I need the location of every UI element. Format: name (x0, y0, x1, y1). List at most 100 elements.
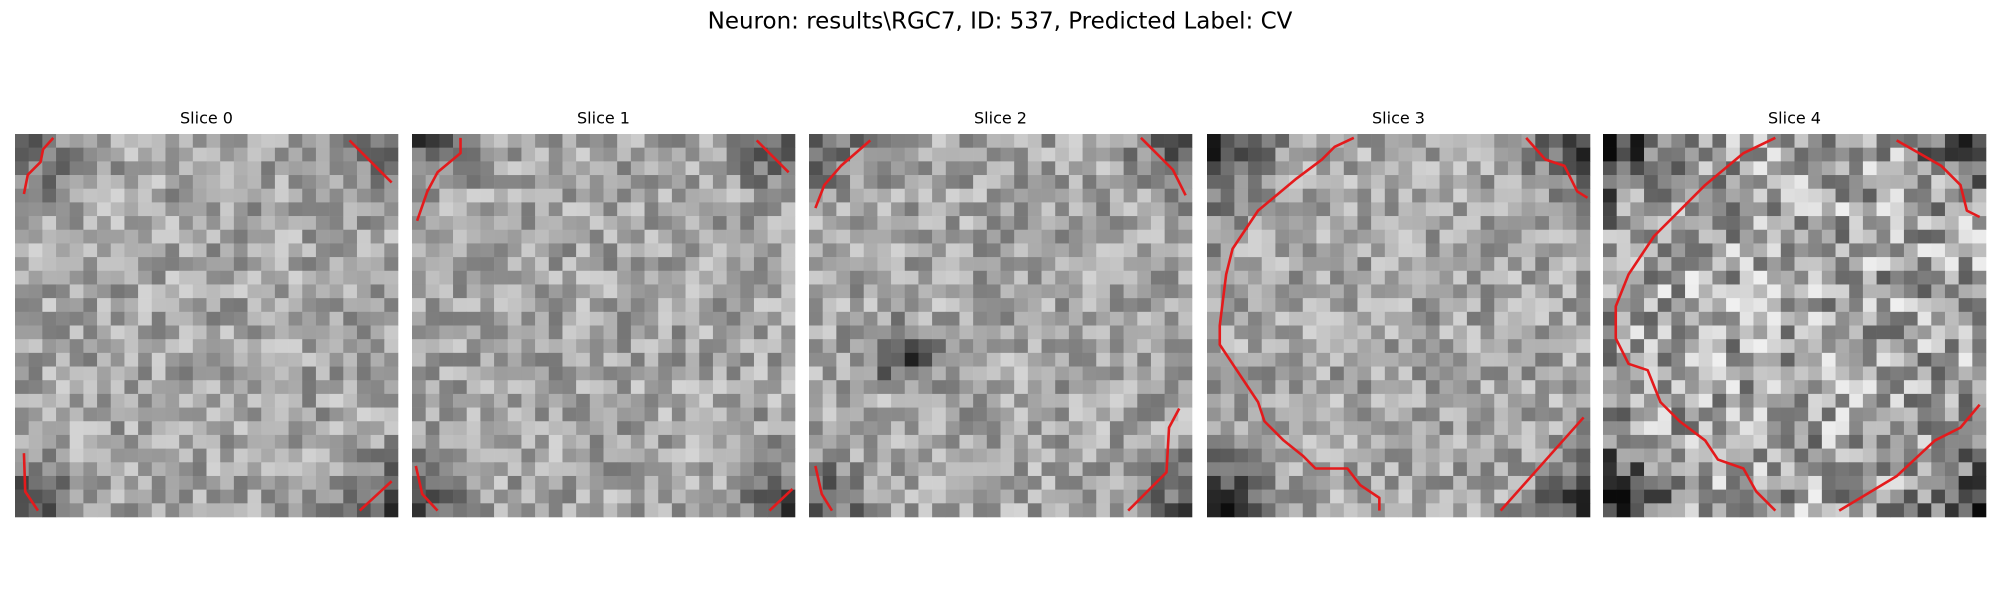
pixel (1521, 161, 1536, 176)
pixel (850, 489, 865, 504)
pixel (1150, 475, 1165, 490)
pixel (1480, 298, 1495, 313)
pixel (206, 462, 221, 477)
pixel (302, 147, 317, 162)
pixel (384, 298, 399, 313)
pixel (753, 380, 768, 395)
pixel (412, 352, 426, 367)
pixel (1096, 462, 1111, 477)
pixel (151, 202, 166, 217)
pixel (1234, 325, 1249, 340)
pixel (1671, 270, 1686, 285)
pixel (1425, 298, 1440, 313)
pixel (1289, 325, 1304, 340)
pixel (630, 175, 645, 190)
pixel (1671, 202, 1686, 217)
pixel (1480, 147, 1495, 162)
pixel (1027, 216, 1042, 231)
pixel (1330, 366, 1345, 381)
pixel (1109, 229, 1124, 244)
pixel (1821, 147, 1836, 162)
pixel (740, 325, 755, 340)
pixel (233, 462, 248, 477)
pixel (1644, 161, 1659, 176)
pixel (1248, 175, 1263, 190)
pixel (1890, 393, 1905, 408)
pixel (1726, 352, 1741, 367)
pixel (233, 229, 248, 244)
pixel (1603, 380, 1617, 395)
pixel (370, 257, 385, 272)
pixel (1890, 202, 1905, 217)
pixel (863, 352, 878, 367)
pixel (1068, 202, 1083, 217)
pixel (1862, 421, 1877, 436)
pixel (1330, 298, 1345, 313)
pixel (302, 134, 317, 148)
pixel (247, 134, 262, 148)
pixel (1302, 393, 1317, 408)
pixel (274, 475, 289, 490)
pixel (1535, 475, 1550, 490)
pixel (480, 243, 495, 258)
pixel (507, 462, 522, 477)
pixel (480, 270, 495, 285)
pixel (1671, 243, 1686, 258)
pixel (576, 298, 591, 313)
pixel (1616, 147, 1631, 162)
pixel (1082, 339, 1097, 354)
pixel (1657, 462, 1672, 477)
pixel (1849, 407, 1864, 422)
pixel (370, 503, 385, 518)
pixel (1794, 339, 1809, 354)
pixel (1068, 188, 1083, 203)
pixel (1150, 229, 1165, 244)
pixel (836, 339, 851, 354)
pixel (1535, 339, 1550, 354)
pixel (1357, 366, 1372, 381)
pixel (973, 434, 988, 449)
pixel (97, 270, 112, 285)
pixel (480, 229, 495, 244)
pixel (69, 448, 84, 463)
pixel (192, 298, 207, 313)
pixel (822, 352, 837, 367)
pixel (274, 229, 289, 244)
pixel (97, 161, 112, 176)
pixel (453, 257, 468, 272)
pixel (1289, 421, 1304, 436)
pixel (1767, 311, 1782, 326)
pixel (507, 311, 522, 326)
pixel (1248, 366, 1263, 381)
pixel (1453, 216, 1468, 231)
pixel (1808, 421, 1823, 436)
pixel (151, 407, 166, 422)
pixel (1821, 462, 1836, 477)
pixel (288, 229, 303, 244)
pixel (1453, 202, 1468, 217)
pixel (1357, 393, 1372, 408)
pixel (1453, 462, 1468, 477)
pixel (1425, 188, 1440, 203)
pixel (1507, 448, 1522, 463)
slice-image (412, 134, 796, 518)
pixel (699, 147, 714, 162)
pixel (1548, 339, 1563, 354)
pixel (1041, 503, 1056, 518)
pixel (453, 311, 468, 326)
pixel (1055, 366, 1070, 381)
pixel (1000, 462, 1015, 477)
pixel (658, 325, 673, 340)
pixel (1150, 188, 1165, 203)
pixel (1780, 352, 1795, 367)
pixel (891, 407, 906, 422)
pixel (1123, 434, 1138, 449)
pixel (1685, 216, 1700, 231)
pixel (1972, 421, 1987, 436)
pixel (740, 243, 755, 258)
pixel (1507, 188, 1522, 203)
pixel (1972, 270, 1987, 285)
pixel (165, 325, 180, 340)
pixel (494, 325, 509, 340)
pixel (617, 380, 632, 395)
